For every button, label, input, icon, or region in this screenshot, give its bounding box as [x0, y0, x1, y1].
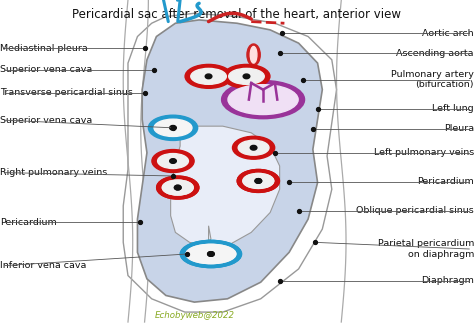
Ellipse shape — [228, 85, 298, 115]
Text: Right pulmonary veins: Right pulmonary veins — [0, 168, 107, 177]
Circle shape — [208, 252, 214, 256]
Text: Left pulmonary veins: Left pulmonary veins — [374, 148, 474, 157]
Text: Pulmonary artery
(bifurcation): Pulmonary artery (bifurcation) — [391, 70, 474, 89]
Circle shape — [255, 179, 262, 183]
Ellipse shape — [243, 173, 274, 188]
Circle shape — [255, 179, 262, 183]
Ellipse shape — [156, 176, 199, 199]
Polygon shape — [137, 20, 322, 302]
Ellipse shape — [232, 136, 274, 159]
Ellipse shape — [180, 240, 241, 268]
Ellipse shape — [148, 115, 198, 140]
Circle shape — [174, 185, 181, 190]
Circle shape — [174, 185, 181, 190]
Circle shape — [243, 74, 250, 79]
Ellipse shape — [223, 64, 270, 88]
Circle shape — [205, 74, 212, 79]
Ellipse shape — [250, 46, 257, 63]
Text: Diaphragm: Diaphragm — [421, 276, 474, 285]
Circle shape — [250, 145, 257, 150]
Text: Left lung: Left lung — [432, 104, 474, 113]
Ellipse shape — [154, 119, 192, 136]
Ellipse shape — [237, 169, 280, 193]
Text: Superior vena cava: Superior vena cava — [0, 65, 92, 74]
Text: Pericardium: Pericardium — [417, 177, 474, 186]
Circle shape — [208, 252, 214, 256]
Text: Aortic arch: Aortic arch — [422, 29, 474, 38]
Text: Pericardium: Pericardium — [0, 218, 57, 227]
Ellipse shape — [186, 244, 236, 264]
Ellipse shape — [222, 80, 305, 119]
Text: Inferior vena cava: Inferior vena cava — [0, 261, 86, 270]
Ellipse shape — [238, 140, 269, 155]
Text: Ascending aorta: Ascending aorta — [396, 48, 474, 58]
Ellipse shape — [243, 173, 274, 188]
Polygon shape — [171, 126, 280, 249]
Ellipse shape — [247, 44, 260, 66]
Ellipse shape — [157, 153, 188, 168]
Circle shape — [170, 159, 176, 163]
Circle shape — [170, 125, 176, 130]
Ellipse shape — [186, 244, 236, 264]
Text: Pleura: Pleura — [444, 124, 474, 133]
Ellipse shape — [191, 68, 227, 84]
Text: Mediastinal pleura: Mediastinal pleura — [0, 43, 88, 53]
Ellipse shape — [237, 169, 280, 193]
Ellipse shape — [152, 149, 194, 173]
Ellipse shape — [228, 68, 264, 84]
Text: Transverse pericardial sinus: Transverse pericardial sinus — [0, 88, 133, 98]
Text: Superior vena cava: Superior vena cava — [0, 116, 92, 125]
Text: Oblique pericardial sinus: Oblique pericardial sinus — [356, 206, 474, 215]
Ellipse shape — [162, 180, 193, 195]
Ellipse shape — [185, 64, 232, 88]
Text: Echobyweb@2022: Echobyweb@2022 — [155, 311, 234, 320]
Ellipse shape — [180, 240, 241, 268]
Text: Parietal pericardium
on diaphragm: Parietal pericardium on diaphragm — [378, 239, 474, 259]
Ellipse shape — [162, 180, 193, 195]
Text: Pericardial sac after removal of the heart, anterior view: Pericardial sac after removal of the hea… — [73, 8, 401, 21]
Ellipse shape — [156, 176, 199, 199]
